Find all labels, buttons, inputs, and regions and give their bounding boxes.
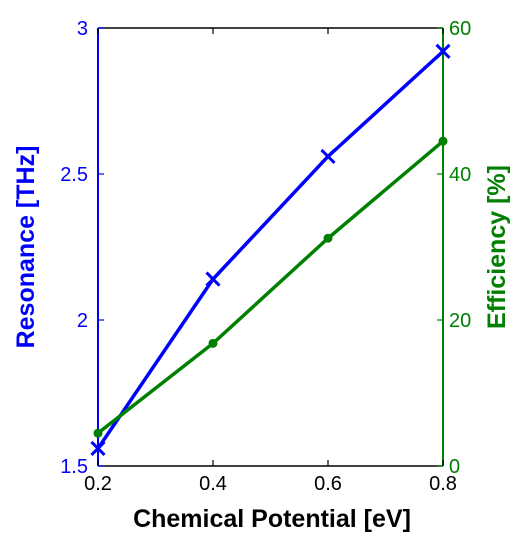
- left-y-tick-label: 2: [77, 310, 88, 332]
- right-y-tick-label: 20: [449, 310, 471, 332]
- left-y-tick-label: 2.5: [60, 164, 88, 186]
- resonance-series-line: [96, 50, 445, 450]
- x-axis-title: Chemical Potential [eV]: [133, 505, 411, 533]
- efficiency-point: [323, 233, 333, 243]
- resonance-point: [90, 440, 106, 457]
- series-layer: [90, 43, 451, 457]
- right-y-tick-label: 0: [449, 456, 460, 478]
- resonance-point: [435, 43, 451, 59]
- left-y-tick-label: 1.5: [60, 456, 88, 478]
- resonance-marker-stroke: [90, 440, 106, 457]
- x-tick-label: 0.2: [84, 473, 112, 495]
- x-tick-label: 0.4: [199, 473, 227, 495]
- resonance-point: [320, 148, 336, 165]
- resonance-marker-stroke: [320, 148, 336, 165]
- x-tick-label: 0.8: [429, 473, 457, 495]
- left-y-tick-label: 3: [77, 18, 88, 40]
- x-tick-label: 0.6: [314, 473, 342, 495]
- right-y-axis-title: Efficiency [%]: [483, 165, 511, 329]
- efficiency-point: [208, 338, 218, 348]
- efficiency-point: [93, 428, 103, 438]
- efficiency-point: [438, 136, 448, 146]
- left-y-axis-title: Resonance [THz]: [12, 146, 40, 349]
- right-y-tick-label: 40: [449, 164, 471, 186]
- resonance-point: [205, 271, 221, 287]
- resonance-marker-stroke: [435, 43, 451, 59]
- right-y-tick-label: 60: [449, 18, 471, 40]
- resonance-marker-stroke: [205, 271, 221, 287]
- efficiency-series-line: [96, 139, 445, 435]
- labels: 0.2 0.4 0.6 0.8 1.5 2 2.5 3 0 20 40 60: [60, 18, 471, 495]
- axes: [97, 27, 444, 467]
